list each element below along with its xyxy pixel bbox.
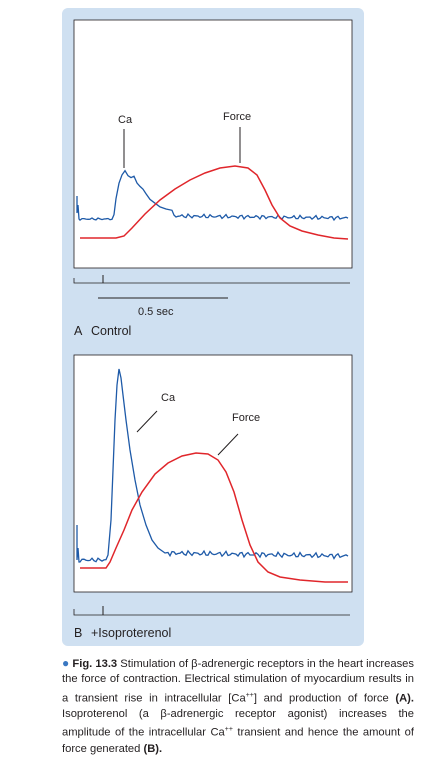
scale-bar-label: 0.5 sec xyxy=(138,306,174,318)
panel-b-baseline xyxy=(73,609,350,616)
panel-b-title: +Isoproterenol xyxy=(91,626,171,640)
figure-caption: ● Fig. 13.3 Stimulation of β-adrenergic … xyxy=(62,656,414,757)
panel-a-baseline xyxy=(73,278,350,284)
panel-a-letter: A xyxy=(74,324,83,338)
panel-b-plot-area xyxy=(73,354,353,593)
panel-b-ca-label: Ca xyxy=(161,392,176,404)
panel-b-force-label: Force xyxy=(232,412,260,424)
panel-a-ca-label: Ca xyxy=(118,114,133,126)
caption-bullet: ● xyxy=(62,656,70,670)
caption-text-4: transient and hence the amount of force … xyxy=(62,727,414,755)
panel-a-title: Control xyxy=(91,324,131,338)
panel-b-ca-pointer xyxy=(136,410,158,433)
caption-fig-label: Fig. 13.3 xyxy=(72,658,118,670)
panel-a-force-trace xyxy=(80,165,349,240)
caption-text-2: ] and production of force xyxy=(253,692,396,705)
caption-superscript-1: ++ xyxy=(245,691,254,699)
caption-ref-a: (A). xyxy=(395,692,414,705)
caption-text-1: Stimulation of β-adrenergic receptors in… xyxy=(62,658,415,705)
panel-a-force-label: Force xyxy=(223,111,251,123)
caption-text-3: Isoproterenol (a β-adrenergic receptor a… xyxy=(62,707,414,740)
panel-a-ca-trace xyxy=(76,169,349,222)
panel-b-ca-trace xyxy=(76,368,349,563)
panel-b-force-pointer xyxy=(217,433,239,456)
caption-superscript-2: ++ xyxy=(224,726,233,734)
panel-a-plot-area xyxy=(73,19,353,269)
caption-ref-b: (B). xyxy=(143,742,163,755)
panel-b-force-trace xyxy=(80,452,348,583)
panel-b-letter: B xyxy=(74,626,82,640)
